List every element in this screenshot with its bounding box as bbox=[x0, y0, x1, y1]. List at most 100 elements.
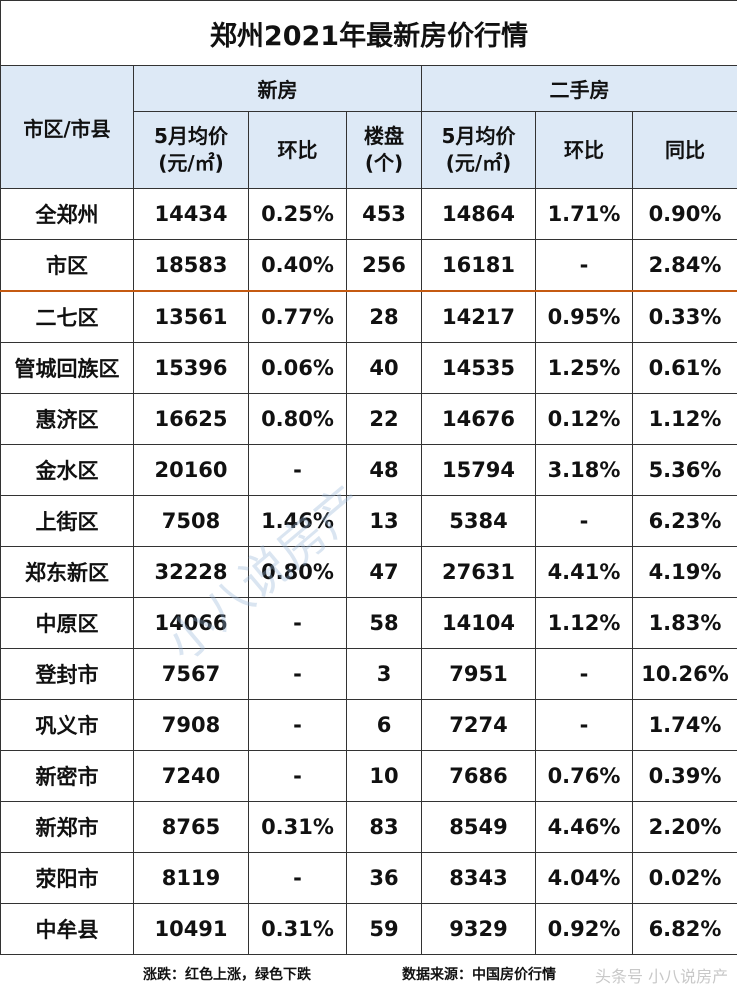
cell-new-mom: - bbox=[248, 750, 347, 802]
cell-new-mom: 0.31% bbox=[248, 801, 347, 853]
cell-second-price: 14864 bbox=[421, 188, 536, 240]
cell-new-mom: - bbox=[248, 444, 347, 496]
cell-projects: 40 bbox=[346, 342, 422, 394]
column-header-new-mom: 环比 bbox=[248, 111, 347, 189]
cell-second-price: 7686 bbox=[421, 750, 536, 802]
cell-second-mom: 1.71% bbox=[535, 188, 633, 240]
cell-district-name: 二七区 bbox=[0, 290, 134, 343]
table-row: 金水区 20160-48 15794 3.18% 5.36% bbox=[0, 444, 737, 496]
table-row: 郑东新区 32228 0.80% 47 27631 4.41% 4.19% bbox=[0, 546, 737, 598]
cell-second-price: 9329 bbox=[421, 903, 536, 955]
cell-district-name: 中原区 bbox=[0, 597, 134, 649]
column-header-projects: 楼盘 (个) bbox=[346, 111, 422, 189]
cell-new-mom: 0.80% bbox=[248, 393, 347, 445]
cell-projects: 13 bbox=[346, 495, 422, 547]
cell-new-price: 10491 bbox=[133, 903, 249, 955]
table-row: 荥阳市 8119-36 8343 4.04% 0.02% bbox=[0, 852, 737, 904]
cell-new-mom: 1.46% bbox=[248, 495, 347, 547]
cell-district-name: 新密市 bbox=[0, 750, 134, 802]
cell-second-yoy: 0.02% bbox=[632, 852, 737, 904]
cell-second-price: 7274 bbox=[421, 699, 536, 751]
cell-new-price: 14434 bbox=[133, 188, 249, 240]
cell-district-name: 全郑州 bbox=[0, 188, 134, 240]
cell-second-mom: 4.46% bbox=[535, 801, 633, 853]
cell-second-yoy: 0.90% bbox=[632, 188, 737, 240]
cell-district-name: 管城回族区 bbox=[0, 342, 134, 394]
footer: 涨跌：红色上涨，绿色下跌 数据来源：中国房价行情 头条号 小八说房产 bbox=[0, 962, 737, 990]
cell-second-price: 7951 bbox=[421, 648, 536, 700]
cell-second-mom: 0.92% bbox=[535, 903, 633, 955]
cell-projects: 58 bbox=[346, 597, 422, 649]
cell-projects: 36 bbox=[346, 852, 422, 904]
cell-district-name: 荥阳市 bbox=[0, 852, 134, 904]
table-row: 中原区 14066-58 14104 1.12% 1.83% bbox=[0, 597, 737, 649]
cell-second-yoy: 2.20% bbox=[632, 801, 737, 853]
cell-new-mom: - bbox=[248, 852, 347, 904]
cell-new-price: 7567 bbox=[133, 648, 249, 700]
cell-new-price: 20160 bbox=[133, 444, 249, 496]
cell-second-price: 14535 bbox=[421, 342, 536, 394]
cell-second-yoy: 0.33% bbox=[632, 290, 737, 343]
column-header-second-yoy: 同比 bbox=[632, 111, 737, 189]
cell-new-mom: - bbox=[248, 648, 347, 700]
cell-district-name: 登封市 bbox=[0, 648, 134, 700]
table-row: 中牟县 10491 0.31% 59 9329 0.92% 6.82% bbox=[0, 903, 737, 955]
cell-projects: 3 bbox=[346, 648, 422, 700]
cell-second-price: 8343 bbox=[421, 852, 536, 904]
cell-new-price: 7908 bbox=[133, 699, 249, 751]
cell-new-price: 7240 bbox=[133, 750, 249, 802]
cell-second-mom: 1.12% bbox=[535, 597, 633, 649]
cell-new-mom: 0.40% bbox=[248, 239, 347, 292]
cell-projects: 59 bbox=[346, 903, 422, 955]
cell-second-yoy: 5.36% bbox=[632, 444, 737, 496]
cell-district-name: 新郑市 bbox=[0, 801, 134, 853]
cell-second-yoy: 0.39% bbox=[632, 750, 737, 802]
price-table: 郑州2021年最新房价行情 市区/市县 新房 二手房 5月均价 (元/㎡) 环比… bbox=[0, 0, 737, 955]
cell-district-name: 中牟县 bbox=[0, 903, 134, 955]
cell-second-yoy: 1.74% bbox=[632, 699, 737, 751]
cell-district-name: 上街区 bbox=[0, 495, 134, 547]
cell-projects: 47 bbox=[346, 546, 422, 598]
cell-second-price: 14217 bbox=[421, 290, 536, 343]
cell-new-price: 16625 bbox=[133, 393, 249, 445]
table-row: 市区 18583 0.40% 256 16181-2.84% bbox=[0, 239, 737, 292]
cell-second-mom: - bbox=[535, 699, 633, 751]
cell-second-yoy: 6.82% bbox=[632, 903, 737, 955]
cell-second-yoy: 4.19% bbox=[632, 546, 737, 598]
column-header-second-price: 5月均价 (元/㎡) bbox=[421, 111, 536, 189]
cell-second-price: 8549 bbox=[421, 801, 536, 853]
cell-projects: 83 bbox=[346, 801, 422, 853]
cell-new-price: 7508 bbox=[133, 495, 249, 547]
table-body: 全郑州 14434 0.25% 453 14864 1.71% 0.90% 市区 18583 0… bbox=[0, 188, 737, 955]
cell-new-price: 8765 bbox=[133, 801, 249, 853]
cell-new-price: 32228 bbox=[133, 546, 249, 598]
table-row: 新郑市 8765 0.31% 83 8549 4.46% 2.20% bbox=[0, 801, 737, 853]
cell-second-price: 16181 bbox=[421, 239, 536, 292]
cell-new-price: 18583 bbox=[133, 239, 249, 292]
table-row: 上街区 7508 1.46% 13 5384-6.23% bbox=[0, 495, 737, 547]
cell-second-yoy: 2.84% bbox=[632, 239, 737, 292]
column-header-city: 市区/市县 bbox=[0, 65, 134, 189]
cell-second-mom: 0.95% bbox=[535, 290, 633, 343]
data-source: 数据来源：中国房价行情 bbox=[402, 967, 556, 983]
table-row: 全郑州 14434 0.25% 453 14864 1.71% 0.90% bbox=[0, 188, 737, 240]
cell-second-mom: - bbox=[535, 239, 633, 292]
cell-projects: 453 bbox=[346, 188, 422, 240]
cell-second-mom: 1.25% bbox=[535, 342, 633, 394]
cell-district-name: 郑东新区 bbox=[0, 546, 134, 598]
table-row: 登封市 7567-3 7951-10.26% bbox=[0, 648, 737, 700]
cell-second-mom: 4.41% bbox=[535, 546, 633, 598]
table-row: 新密市 7240-10 7686 0.76% 0.39% bbox=[0, 750, 737, 802]
cell-second-mom: 3.18% bbox=[535, 444, 633, 496]
cell-new-mom: 0.77% bbox=[248, 290, 347, 343]
cell-projects: 28 bbox=[346, 290, 422, 343]
table-row: 巩义市 7908-6 7274-1.74% bbox=[0, 699, 737, 751]
group-header-second: 二手房 bbox=[421, 65, 737, 112]
cell-new-price: 14066 bbox=[133, 597, 249, 649]
cell-district-name: 巩义市 bbox=[0, 699, 134, 751]
color-legend: 涨跌：红色上涨，绿色下跌 bbox=[143, 967, 311, 983]
cell-new-mom: - bbox=[248, 597, 347, 649]
cell-second-price: 27631 bbox=[421, 546, 536, 598]
group-header-new: 新房 bbox=[133, 65, 422, 112]
cell-second-price: 14676 bbox=[421, 393, 536, 445]
